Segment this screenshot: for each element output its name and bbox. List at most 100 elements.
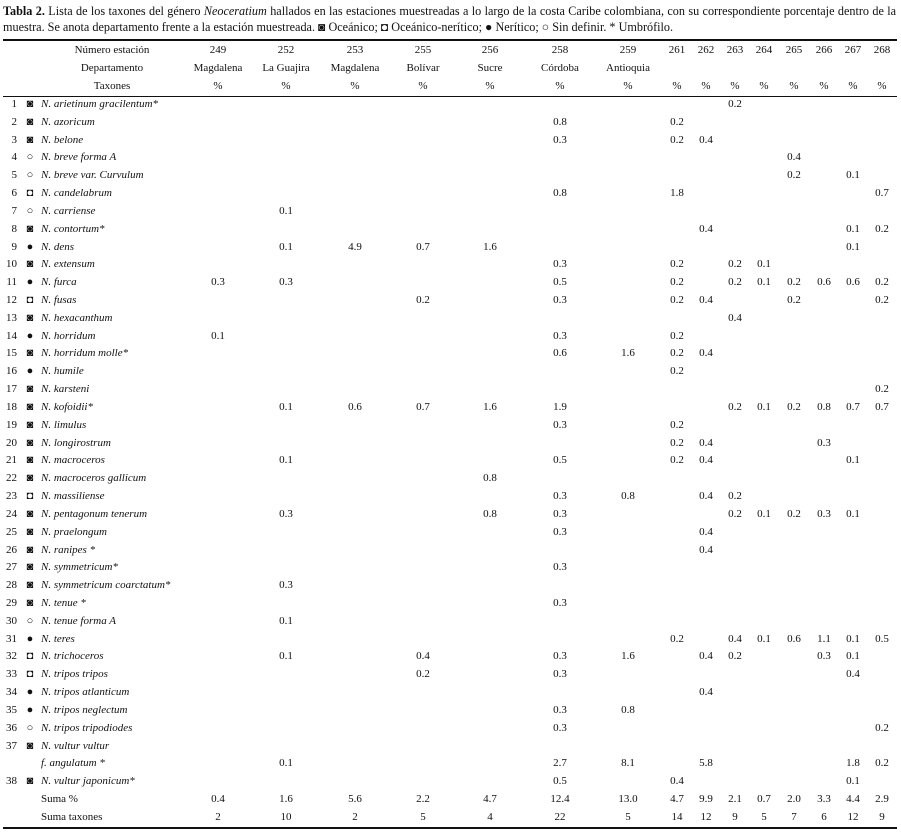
station-number: 266 (815, 44, 833, 56)
row-number: 12 (6, 294, 17, 307)
row-number: 19 (6, 418, 17, 431)
percentage: 0.4 (699, 650, 713, 663)
habitat-symbol: ◙ (26, 311, 34, 324)
percentage: 0.8 (553, 115, 567, 128)
percentage: 0.4 (699, 133, 713, 146)
station-number: 253 (346, 44, 364, 56)
percentage: 0.2 (875, 383, 889, 396)
percentage: 0.2 (875, 757, 889, 770)
percentage: 0.2 (728, 490, 742, 503)
habitat-symbol: ○ (26, 204, 34, 217)
unit: % (819, 80, 829, 92)
percentage: 0.3 (817, 650, 831, 663)
department: Antioquia (606, 62, 650, 74)
total-value: 13.0 (618, 792, 638, 805)
row-number: 17 (6, 383, 17, 396)
taxon-name: N. horridum molle* (41, 347, 129, 360)
percentage: 0.3 (553, 703, 567, 716)
total-value: 3.3 (817, 792, 831, 805)
percentage: 0.2 (875, 294, 889, 307)
total-value: 2.2 (416, 792, 430, 805)
taxon-name: N. azoricum (41, 115, 95, 128)
taxon-name: N. arietinum gracilentum* (41, 98, 159, 110)
taxon-name: N. praelongum (41, 525, 107, 538)
station-number: 265 (785, 44, 803, 56)
taxon-name: N. breve var. Curvulum (41, 169, 144, 182)
total-value: 9.9 (699, 792, 713, 805)
taxon-name: N. symmetricum* (41, 561, 118, 574)
taxon-name: N. pentagonum tenerum (41, 507, 148, 520)
caption-text: Lista de los taxones del género (48, 4, 201, 18)
header-rule (3, 96, 897, 97)
habitat-symbol: ○ (26, 169, 34, 182)
taxon-name: N. macroceros (41, 454, 105, 467)
percentage: 8.1 (621, 757, 635, 770)
percentage: 0.2 (787, 169, 801, 182)
percentage: 0.4 (699, 490, 713, 503)
total-value: 12 (847, 810, 859, 823)
percentage: 0.3 (553, 650, 567, 663)
row-number: 32 (6, 650, 17, 663)
total-value: 4 (487, 810, 493, 823)
percentage: 0.3 (553, 258, 567, 271)
taxon-name: N. fusas (41, 294, 77, 307)
percentage: 0.1 (279, 454, 293, 467)
percentage: 0.3 (279, 276, 293, 289)
total-value: 22 (554, 810, 566, 823)
taxon-name: N. extensum (41, 258, 95, 271)
taxon-name: N. limulus (41, 418, 87, 431)
taxon-name: N. tenue forma A (41, 614, 116, 627)
percentage: 0.4 (728, 311, 742, 324)
percentage: 0.2 (875, 222, 889, 235)
department: Magdalena (330, 62, 380, 74)
percentage: 0.6 (553, 347, 567, 360)
percentage: 0.1 (279, 400, 293, 413)
habitat-symbol: ◙ (26, 472, 34, 485)
percentage: 0.1 (279, 204, 293, 217)
habitat-symbol: ○ (26, 614, 34, 627)
percentage: 0.4 (846, 668, 860, 681)
habitat-symbol: ◙ (26, 115, 34, 128)
row-number: 11 (6, 276, 17, 289)
percentage: 0.4 (699, 436, 713, 449)
percentage: 0.2 (670, 115, 684, 128)
caption: Tabla 2. Lista de los taxones del género… (3, 3, 896, 35)
caption-genus: Neoceratium (203, 4, 267, 18)
percentage: 0.3 (553, 329, 567, 342)
percentage: 0.2 (670, 632, 684, 645)
percentage: 0.1 (279, 614, 293, 627)
total-value: 5 (420, 810, 426, 823)
percentage: 0.2 (787, 276, 801, 289)
percentage: 0.6 (787, 632, 801, 645)
percentage: 1.6 (483, 400, 497, 413)
department: Córdoba (541, 62, 579, 74)
taxon-name: N. tripos tripos (41, 668, 108, 681)
unit: % (701, 80, 711, 92)
percentage: 0.8 (621, 703, 635, 716)
percentage: 0.7 (416, 400, 430, 413)
total-value: 2 (215, 810, 221, 823)
taxon-name: N. candelabrum (41, 187, 112, 200)
percentage: 0.4 (699, 543, 713, 556)
total-value: 0.4 (211, 792, 225, 805)
habitat-symbol: ◙ (26, 418, 34, 431)
row-number: 18 (6, 400, 17, 413)
percentage: 0.2 (670, 436, 684, 449)
percentage: 1.6 (621, 347, 635, 360)
row-number: 38 (6, 775, 17, 788)
habitat-symbol: ◙ (26, 222, 34, 235)
total-value: 9 (732, 810, 738, 823)
percentage: 0.8 (621, 490, 635, 503)
percentage: 0.8 (483, 507, 497, 520)
department: Magdalena (193, 62, 243, 74)
percentage: 1.9 (553, 400, 567, 413)
percentage: 0.1 (846, 454, 860, 467)
percentage: 0.1 (846, 650, 860, 663)
unit: % (848, 80, 858, 92)
row-number: 25 (6, 525, 17, 538)
taxon-name: N. tripos tripodiodes (41, 721, 133, 734)
percentage: 0.3 (553, 133, 567, 146)
total-value: 2.1 (728, 792, 742, 805)
percentage: 0.2 (728, 276, 742, 289)
